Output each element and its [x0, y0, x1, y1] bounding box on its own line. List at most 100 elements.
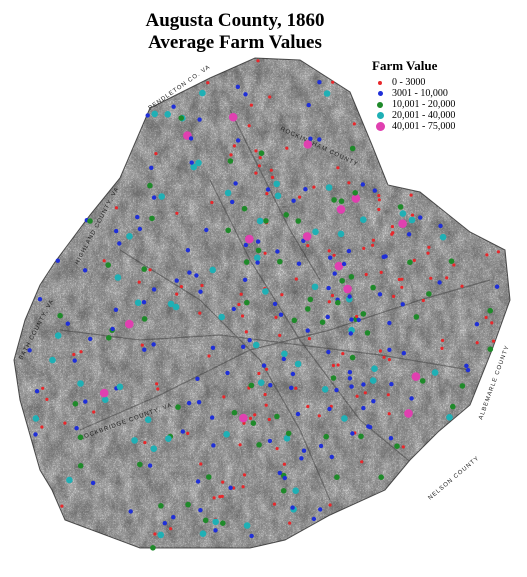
farm-point [49, 356, 56, 364]
farm-point [185, 248, 191, 253]
farm-point [240, 314, 245, 318]
farm-point [377, 207, 381, 212]
farm-point [169, 527, 173, 531]
farm-point [218, 495, 222, 499]
farm-point [308, 136, 313, 141]
farm-point [102, 259, 106, 263]
farm-point [235, 84, 240, 90]
farm-point [149, 165, 154, 170]
farm-point [394, 443, 400, 450]
farm-point [346, 248, 352, 254]
farm-point [336, 363, 340, 367]
farm-point [390, 232, 394, 236]
legend-item: 3001 - 10,000 [372, 88, 522, 99]
title-line-1: Augusta County, 1860 [145, 10, 325, 31]
farm-point [212, 496, 216, 500]
farm-point [305, 328, 310, 333]
farm-point [274, 192, 282, 200]
farm-point [494, 284, 500, 289]
farm-point [250, 420, 257, 427]
farm-point [224, 189, 232, 197]
farm-point [358, 433, 364, 440]
farm-point [351, 194, 361, 203]
farm-point [400, 285, 404, 289]
farm-point [247, 124, 251, 128]
farm-point [157, 531, 165, 539]
farm-point [312, 228, 319, 236]
farm-point [225, 370, 230, 376]
farm-point [90, 480, 96, 486]
farm-point [185, 501, 191, 508]
farm-point [401, 351, 406, 356]
farm-point [188, 136, 194, 141]
farm-point [269, 168, 273, 172]
farm-point [114, 274, 122, 281]
farm-point [390, 225, 394, 229]
farm-point [331, 363, 335, 368]
farm-point [241, 205, 248, 212]
farm-point [249, 533, 254, 539]
farm-point [27, 348, 32, 353]
farm-point [222, 395, 226, 399]
farm-point [72, 352, 76, 357]
farm-point [397, 204, 404, 210]
farm-point [212, 518, 219, 526]
farm-point [318, 443, 324, 449]
farm-point [361, 405, 366, 411]
farm-point [248, 416, 253, 420]
farm-point [158, 193, 165, 200]
farm-point [441, 338, 445, 342]
farm-point [164, 111, 171, 118]
farm-point [63, 421, 67, 425]
farm-point [231, 306, 236, 312]
farm-point [294, 360, 302, 368]
farm-point [263, 392, 267, 397]
farm-point [411, 372, 421, 381]
farm-point [347, 370, 353, 375]
farm-point [378, 474, 385, 481]
farm-point [248, 382, 255, 389]
farm-point [45, 397, 49, 401]
farm-points [27, 59, 500, 551]
farm-point [311, 283, 319, 291]
farm-point [149, 215, 155, 222]
farm-point [154, 152, 158, 156]
farm-point [151, 342, 156, 347]
farm-point [272, 502, 276, 506]
legend-label: 3001 - 10,000 [392, 88, 448, 99]
farm-point [331, 197, 337, 203]
farm-point [198, 311, 202, 315]
farm-point [312, 185, 316, 189]
farm-point [243, 259, 250, 265]
farm-point [321, 386, 329, 393]
farm-point [347, 181, 351, 185]
farm-point [386, 393, 390, 397]
farm-point [232, 144, 236, 148]
farm-point [77, 463, 84, 469]
farm-point [387, 320, 392, 326]
farm-point [165, 435, 172, 443]
farm-point [254, 171, 258, 175]
farm-point [282, 462, 286, 466]
legend-label: 40,001 - 75,000 [392, 121, 456, 132]
nelson-label: NELSON COUNTY [427, 455, 480, 501]
legend-label: 0 - 3000 [392, 77, 426, 88]
farm-point [126, 233, 133, 240]
farm-point [261, 363, 267, 368]
farm-point [408, 216, 416, 224]
farm-point [360, 216, 367, 223]
farm-point [252, 341, 260, 349]
farm-point [440, 346, 444, 350]
legend-title: Farm Value [372, 58, 438, 73]
farm-point [280, 293, 284, 297]
farm-point [360, 460, 364, 464]
legend-dot-red [378, 80, 382, 85]
legend-dot-magenta [375, 122, 385, 131]
farm-point [247, 338, 252, 343]
farm-point [431, 369, 439, 376]
farm-point [128, 509, 133, 514]
farm-point [295, 218, 302, 224]
farm-point [87, 218, 93, 224]
farm-point [141, 316, 148, 322]
farm-point [256, 217, 264, 225]
